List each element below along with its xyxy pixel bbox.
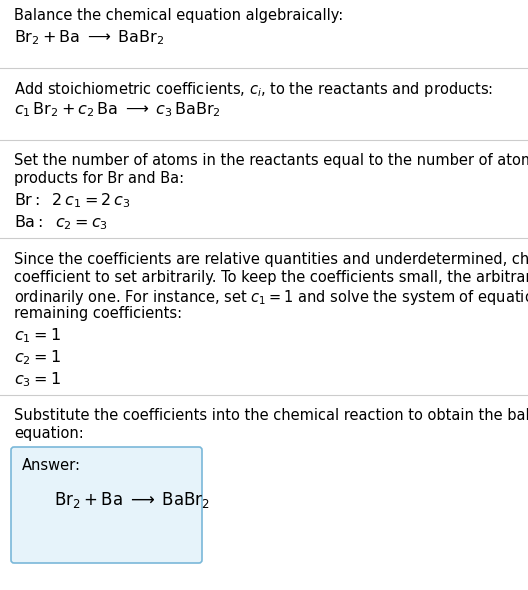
Text: $c_1 = 1$: $c_1 = 1$ [14,326,61,345]
Text: Set the number of atoms in the reactants equal to the number of atoms in the: Set the number of atoms in the reactants… [14,153,528,168]
Text: $c_1\,\mathrm{Br_2} + c_2\,\mathrm{Ba} \;\longrightarrow\; c_3\,\mathrm{BaBr_2}$: $c_1\,\mathrm{Br_2} + c_2\,\mathrm{Ba} \… [14,100,221,119]
Text: $\mathrm{Ba:}\;\; c_2 = c_3$: $\mathrm{Ba:}\;\; c_2 = c_3$ [14,213,108,232]
Text: $\mathrm{Br_2 + Ba \;\longrightarrow\; BaBr_2}$: $\mathrm{Br_2 + Ba \;\longrightarrow\; B… [14,28,164,47]
Text: $\mathrm{Br_2 + Ba \;\longrightarrow\; BaBr_2}$: $\mathrm{Br_2 + Ba \;\longrightarrow\; B… [54,490,210,510]
Text: $c_3 = 1$: $c_3 = 1$ [14,370,61,389]
Text: Answer:: Answer: [22,458,81,473]
Text: Balance the chemical equation algebraically:: Balance the chemical equation algebraica… [14,8,343,23]
Text: $\mathrm{Br:}\;\; 2\,c_1 = 2\,c_3$: $\mathrm{Br:}\;\; 2\,c_1 = 2\,c_3$ [14,191,130,209]
Text: equation:: equation: [14,426,84,441]
Text: Add stoichiometric coefficients, $c_i$, to the reactants and products:: Add stoichiometric coefficients, $c_i$, … [14,80,493,99]
Text: remaining coefficients:: remaining coefficients: [14,306,182,321]
Text: Since the coefficients are relative quantities and underdetermined, choose a: Since the coefficients are relative quan… [14,252,528,267]
Text: ordinarily one. For instance, set $c_1 = 1$ and solve the system of equations fo: ordinarily one. For instance, set $c_1 =… [14,288,528,307]
Text: coefficient to set arbitrarily. To keep the coefficients small, the arbitrary va: coefficient to set arbitrarily. To keep … [14,270,528,285]
Text: products for Br and Ba:: products for Br and Ba: [14,171,184,186]
Text: $c_2 = 1$: $c_2 = 1$ [14,348,61,367]
Text: Substitute the coefficients into the chemical reaction to obtain the balanced: Substitute the coefficients into the che… [14,408,528,423]
FancyBboxPatch shape [11,447,202,563]
